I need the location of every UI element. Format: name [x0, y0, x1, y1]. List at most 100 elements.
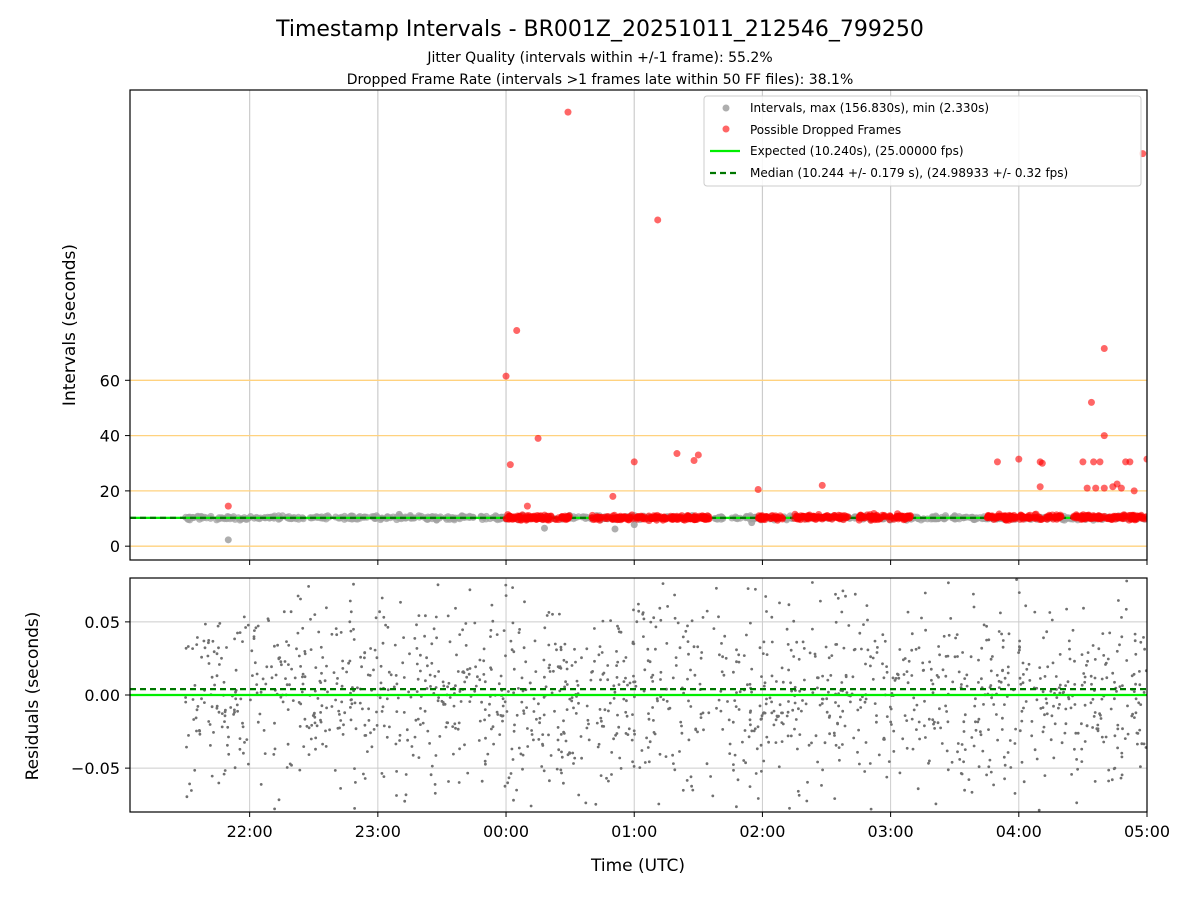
residual-point — [963, 788, 966, 792]
residual-point — [537, 702, 540, 706]
residual-point — [719, 709, 723, 713]
residual-point — [411, 753, 415, 757]
residual-point — [447, 780, 450, 783]
residual-point — [760, 717, 763, 721]
residual-point — [523, 600, 526, 604]
residual-point — [316, 697, 320, 700]
residual-point — [243, 741, 246, 744]
residual-point — [453, 722, 457, 726]
interval-point — [630, 521, 638, 529]
residual-point — [616, 660, 620, 664]
residual-point — [1125, 659, 1129, 662]
residual-point — [1134, 697, 1138, 701]
residual-point — [241, 721, 244, 725]
residual-point — [1096, 723, 1100, 727]
residual-point — [910, 717, 914, 721]
residual-point — [1033, 610, 1037, 614]
residual-point — [811, 581, 814, 584]
dropped-frame-point — [994, 514, 1002, 521]
residual-point — [335, 682, 339, 685]
residual-point — [690, 784, 693, 788]
residual-point — [859, 698, 862, 702]
residual-point — [552, 669, 555, 673]
residual-point — [570, 664, 574, 667]
residual-point — [748, 785, 752, 788]
residual-point — [404, 773, 408, 776]
residual-point — [1073, 659, 1076, 663]
top-y-tick-label: 60 — [100, 371, 120, 390]
residual-point — [233, 708, 236, 712]
residual-point — [489, 635, 492, 638]
residual-point — [995, 673, 999, 677]
residual-point — [942, 634, 946, 638]
dropped-frame-point — [1083, 484, 1091, 492]
residual-point — [491, 619, 495, 623]
residual-point — [432, 627, 436, 631]
residual-point — [1039, 707, 1043, 710]
residual-point — [689, 775, 693, 779]
residual-point — [341, 667, 345, 670]
residual-point — [795, 640, 799, 644]
residual-point — [401, 661, 405, 665]
residual-point — [989, 669, 993, 673]
interval-point — [395, 510, 403, 518]
residual-point — [746, 683, 749, 687]
residual-point — [956, 750, 959, 754]
residual-point — [347, 661, 350, 665]
residual-point — [1020, 709, 1024, 713]
residual-point — [659, 618, 663, 622]
residual-point — [977, 717, 981, 721]
residual-point — [852, 648, 856, 652]
residual-point — [330, 632, 334, 636]
residual-point — [568, 697, 572, 701]
dropped-frame-point — [764, 513, 772, 521]
dropped-frame-point — [755, 514, 763, 522]
residual-point — [1075, 801, 1079, 805]
residual-point — [965, 684, 969, 688]
residual-point — [702, 728, 705, 732]
dropped-frame-point — [1087, 398, 1095, 406]
residual-point — [353, 807, 356, 810]
residual-point — [798, 733, 802, 736]
residual-point — [309, 617, 312, 621]
residual-point — [1115, 649, 1119, 653]
residual-point — [445, 721, 449, 724]
residual-point — [1125, 579, 1129, 583]
residual-point — [452, 704, 456, 708]
residual-point — [969, 655, 973, 659]
residual-point — [698, 682, 702, 686]
residual-point — [1049, 738, 1053, 742]
dropped-frame-point — [1090, 513, 1098, 521]
residual-point — [865, 604, 869, 607]
residual-point — [522, 646, 526, 650]
residual-point — [299, 702, 303, 706]
residual-point — [780, 666, 784, 670]
residual-point — [348, 620, 352, 624]
interval-point — [611, 525, 619, 533]
residual-point — [985, 773, 988, 777]
residual-point — [933, 720, 936, 724]
residual-point — [774, 741, 778, 744]
residual-point — [434, 615, 438, 619]
residual-point — [1013, 792, 1017, 795]
residual-point — [379, 681, 383, 685]
residual-point — [261, 677, 265, 681]
residual-point — [464, 622, 468, 625]
legend-marker-intervals — [722, 104, 730, 112]
dropped-frame-point — [843, 513, 851, 521]
residual-point — [1113, 697, 1116, 701]
residual-point — [259, 690, 263, 694]
residual-point — [743, 729, 747, 732]
residual-point — [912, 708, 916, 712]
residual-point — [1119, 776, 1123, 780]
residual-point — [995, 713, 998, 716]
bottom-y-tick-label: 0.00 — [84, 686, 120, 705]
residual-point — [438, 735, 442, 738]
residual-point — [756, 725, 760, 729]
residual-point — [924, 736, 927, 739]
residual-point — [654, 647, 657, 651]
residual-point — [838, 758, 841, 762]
residual-point — [382, 724, 386, 728]
residual-point — [565, 660, 568, 664]
residual-point — [758, 704, 762, 708]
